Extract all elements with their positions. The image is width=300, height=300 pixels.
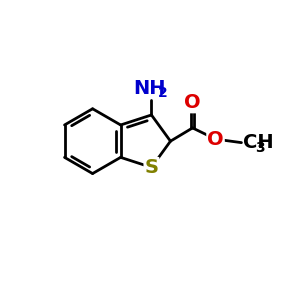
Text: S: S: [144, 158, 158, 177]
Text: NH: NH: [134, 79, 166, 98]
Text: 3: 3: [255, 141, 265, 155]
Text: CH: CH: [243, 133, 274, 152]
Text: O: O: [184, 93, 201, 112]
Text: O: O: [207, 130, 224, 148]
Text: 2: 2: [158, 86, 167, 100]
